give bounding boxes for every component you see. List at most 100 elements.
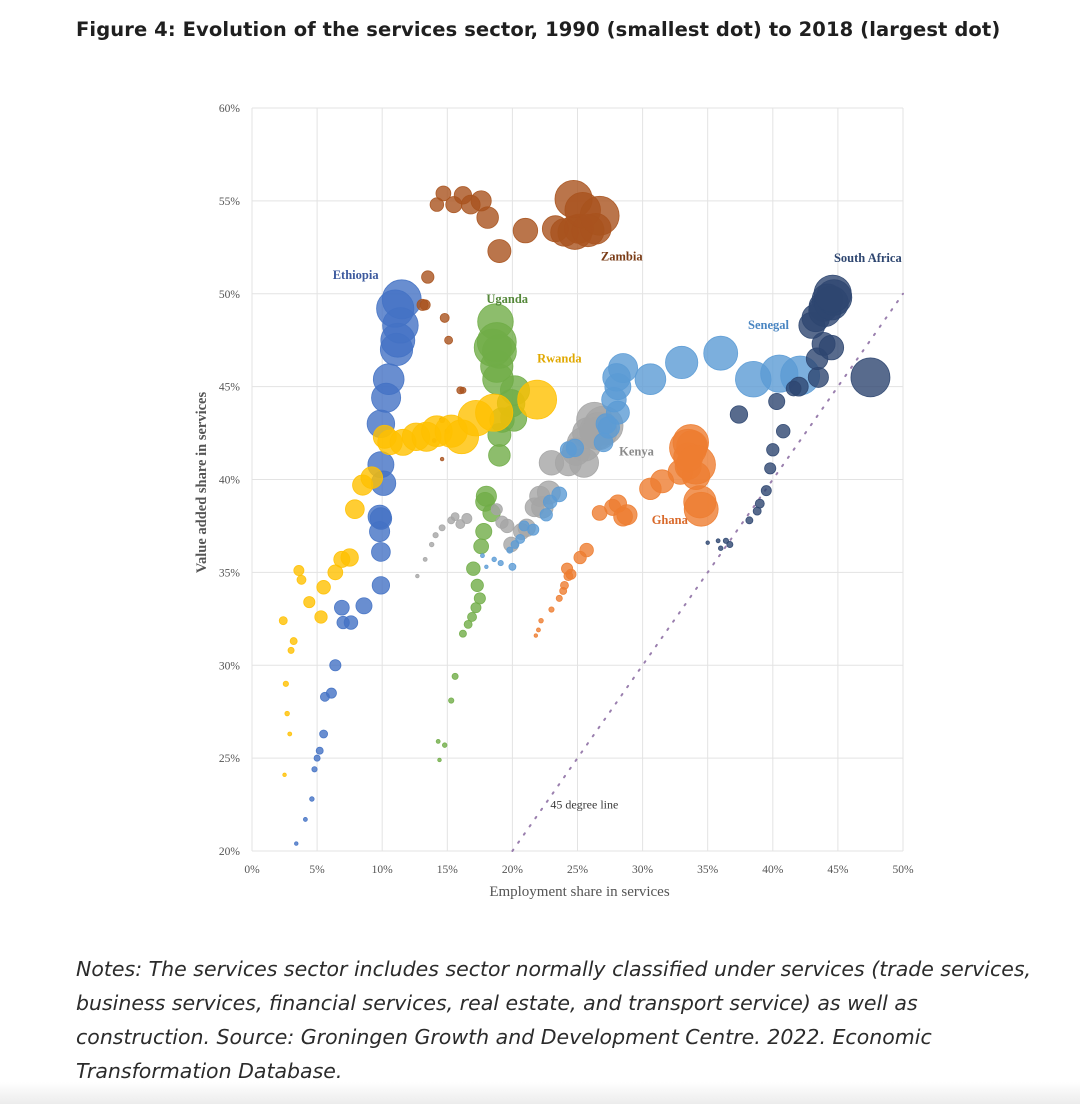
data-point-ghana-1991 xyxy=(536,627,541,633)
data-point-rwanda-1998 xyxy=(293,565,305,576)
data-point-rwanda-1992 xyxy=(284,710,290,717)
data-point-rwanda-1994 xyxy=(287,646,295,654)
data-point-south-africa-2017 xyxy=(813,274,852,313)
axis-ticks: 0% 5% 10% 15% 20% 25% 30% 35% 40% 45% 50% 20% 25% 30%… xyxy=(219,103,914,876)
data-point-south-africa-1997 xyxy=(754,498,765,509)
data-point-zambia-1990 xyxy=(439,456,445,462)
series-label-uganda: Uganda xyxy=(486,292,528,306)
data-point-ghana-2018 xyxy=(676,444,716,485)
data-point-ethiopia-1992 xyxy=(309,796,315,802)
data-point-zambia-2008 xyxy=(487,239,512,263)
data-point-zambia-1999 xyxy=(416,298,429,311)
data-point-uganda-1991 xyxy=(435,739,441,744)
data-point-ethiopia-1990 xyxy=(294,841,299,846)
series-label-south-africa: South Africa xyxy=(834,251,902,265)
data-point-uganda-2002 xyxy=(473,538,489,555)
x-tick-label: 25% xyxy=(567,864,589,876)
figure-notes: Notes: The services sector includes sect… xyxy=(76,957,1032,1083)
data-point-ghana-1999 xyxy=(561,562,574,575)
data-point-kenya-1994 xyxy=(438,524,446,532)
data-point-ethiopia-2018 xyxy=(381,279,422,320)
data-point-kenya-1991 xyxy=(422,556,428,562)
data-point-ghana-1996 xyxy=(560,580,569,590)
data-point-south-africa-1990 xyxy=(705,540,710,545)
data-point-kenya-1990 xyxy=(415,573,420,579)
data-point-kenya-1992 xyxy=(428,541,435,548)
data-point-south-africa-1991 xyxy=(715,538,721,544)
data-point-rwanda-1991 xyxy=(287,731,293,737)
data-point-ghana-2006 xyxy=(616,504,638,526)
data-point-south-africa-1999 xyxy=(764,462,777,475)
y-tick-label: 50% xyxy=(219,289,241,301)
reference-line xyxy=(511,292,904,852)
x-tick-label: 50% xyxy=(892,864,914,876)
y-tick-label: 25% xyxy=(219,753,241,765)
data-point-ethiopia-1993 xyxy=(311,766,318,773)
data-point-rwanda-1996 xyxy=(278,616,288,626)
data-point-ghana-1994 xyxy=(555,594,563,602)
data-point-kenya-1999 xyxy=(490,503,503,516)
data-point-senegal-1990 xyxy=(484,564,489,570)
data-point-zambia-1997 xyxy=(439,312,450,323)
data-point-senegal-2002 xyxy=(551,486,568,503)
data-point-uganda-2006 xyxy=(475,485,497,507)
x-tick-label: 20% xyxy=(502,864,524,876)
data-point-uganda-2018 xyxy=(476,322,517,362)
data-point-ghana-1993 xyxy=(548,606,555,613)
data-point-ghana-1992 xyxy=(538,617,544,624)
data-point-rwanda-1993 xyxy=(282,680,289,687)
data-point-zambia-2018 xyxy=(579,195,620,236)
series-label-ethiopia: Ethiopia xyxy=(333,268,380,282)
data-point-zambia-2009 xyxy=(512,217,539,244)
y-tick-label: 20% xyxy=(219,846,241,858)
data-point-senegal-1992 xyxy=(491,556,497,563)
data-point-ghana-2001 xyxy=(579,542,594,558)
data-point-ethiopia-2003 xyxy=(355,597,373,615)
data-point-south-africa-1992 xyxy=(718,545,724,551)
data-point-rwanda-1999 xyxy=(303,596,316,609)
data-point-zambia-2002 xyxy=(435,185,452,202)
data-point-south-africa-2000 xyxy=(766,443,780,457)
data-point-ethiopia-2005 xyxy=(371,542,391,562)
data-point-rwanda-2002 xyxy=(327,564,344,581)
series-label-senegal: Senegal xyxy=(748,318,790,332)
data-point-senegal-1995 xyxy=(508,562,517,571)
data-point-south-africa-1998 xyxy=(760,485,772,497)
x-axis-label: Employment share in services xyxy=(489,884,670,900)
x-tick-label: 5% xyxy=(309,864,325,876)
y-tick-label: 30% xyxy=(219,660,241,672)
chart-grid xyxy=(251,107,904,852)
data-point-zambia-2007 xyxy=(476,206,499,229)
chart-points xyxy=(278,179,891,846)
data-point-uganda-1996 xyxy=(463,619,473,629)
y-tick-label: 35% xyxy=(219,567,241,579)
data-point-ethiopia-2004 xyxy=(371,576,391,595)
data-point-senegal-2000 xyxy=(539,508,553,522)
data-point-ethiopia-2002 xyxy=(333,599,350,616)
data-point-uganda-1993 xyxy=(448,697,455,704)
y-axis-label: Value added share in services xyxy=(194,392,210,574)
data-point-rwanda-1995 xyxy=(289,637,298,646)
x-tick-label: 15% xyxy=(437,864,459,876)
data-point-senegal-1999 xyxy=(527,523,540,536)
data-point-rwanda-2005 xyxy=(345,499,365,520)
data-point-ethiopia-1991 xyxy=(302,817,308,822)
data-point-south-africa-2003 xyxy=(768,393,786,410)
data-point-uganda-1995 xyxy=(458,629,467,638)
page-bottom-shade xyxy=(0,1082,1080,1104)
data-point-senegal-1994 xyxy=(506,546,514,554)
data-point-uganda-1990 xyxy=(437,757,442,763)
reference-line-45-degree: 45 degree line xyxy=(511,292,904,852)
data-point-south-africa-2004 xyxy=(729,405,749,424)
data-point-rwanda-2007 xyxy=(360,466,384,489)
data-point-rwanda-2001 xyxy=(316,580,331,595)
scatter-chart: 45 degree line Ethiopia Zambia Uganda Rwand… xyxy=(194,103,914,900)
data-point-rwanda-1990 xyxy=(282,772,287,778)
data-point-ethiopia-1996 xyxy=(319,729,329,739)
data-point-uganda-2007 xyxy=(488,444,511,467)
series-label-zambia: Zambia xyxy=(601,249,643,263)
data-point-senegal-2013 xyxy=(634,363,667,395)
data-point-south-africa-1995 xyxy=(745,516,754,525)
data-point-rwanda-2017 xyxy=(475,393,514,432)
data-point-ethiopia-1998 xyxy=(325,687,337,699)
